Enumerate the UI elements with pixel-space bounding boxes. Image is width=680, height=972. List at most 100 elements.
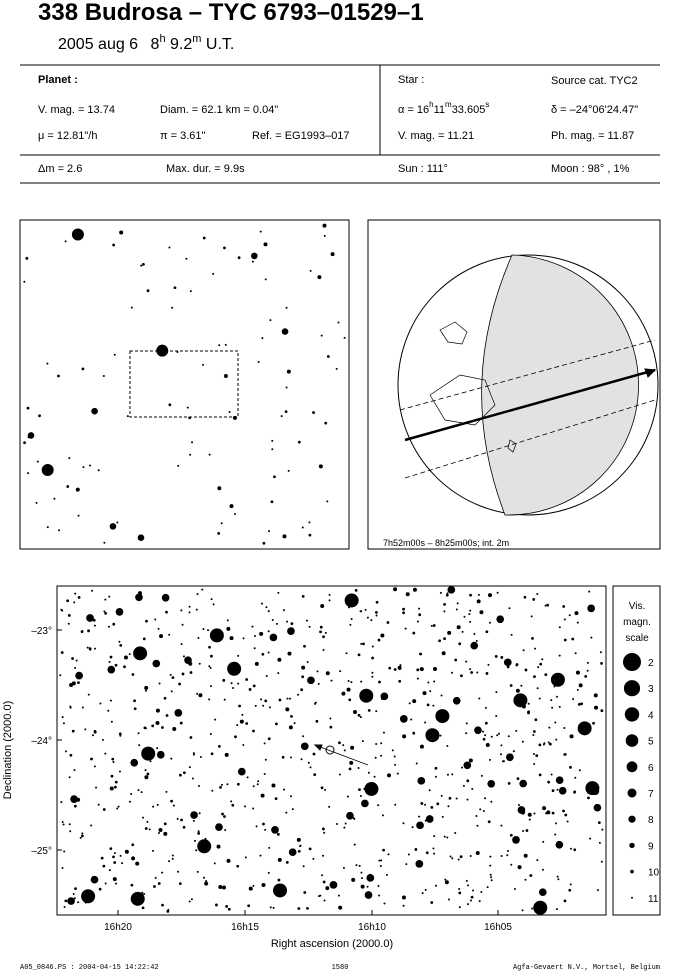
star	[144, 689, 147, 692]
star	[104, 752, 107, 755]
star	[428, 789, 431, 792]
star	[326, 500, 329, 503]
star	[515, 688, 520, 693]
star	[411, 826, 414, 829]
star	[67, 614, 71, 617]
star	[98, 887, 102, 891]
star	[440, 794, 443, 797]
star	[439, 591, 442, 594]
star	[131, 673, 135, 676]
star	[301, 675, 305, 679]
star	[313, 773, 317, 777]
star	[328, 593, 331, 596]
star	[84, 728, 87, 731]
star	[123, 655, 128, 660]
star	[599, 651, 602, 654]
star	[156, 750, 165, 759]
star	[163, 696, 167, 700]
star	[264, 699, 268, 703]
star	[223, 246, 226, 250]
star	[347, 679, 350, 682]
star	[267, 737, 271, 741]
star	[301, 526, 304, 529]
star	[534, 647, 537, 650]
star	[64, 899, 68, 903]
star	[228, 410, 231, 413]
star	[192, 753, 195, 756]
legend: 2 3 4 5 6 7 8 9 10 11	[623, 653, 660, 905]
info-lines	[20, 64, 660, 184]
star	[74, 666, 77, 669]
star	[130, 306, 133, 309]
star	[38, 414, 41, 418]
star	[469, 620, 472, 623]
star	[543, 742, 546, 745]
star	[170, 690, 173, 693]
star	[263, 773, 266, 776]
star	[237, 256, 241, 260]
star	[503, 658, 512, 667]
star	[473, 632, 476, 635]
star	[71, 228, 84, 241]
star	[230, 800, 233, 803]
star	[158, 828, 163, 833]
star	[441, 815, 444, 818]
star	[430, 805, 434, 809]
star	[555, 840, 564, 849]
star	[513, 693, 528, 708]
star	[180, 643, 183, 646]
star	[470, 641, 479, 650]
star	[297, 849, 301, 853]
star	[577, 721, 592, 736]
star	[386, 621, 390, 624]
star	[60, 801, 63, 804]
star	[204, 837, 207, 840]
star	[324, 421, 328, 425]
star	[288, 848, 297, 857]
star	[27, 436, 30, 439]
star	[538, 743, 542, 747]
star	[500, 656, 504, 659]
star	[350, 618, 353, 621]
star	[456, 625, 461, 630]
star	[335, 823, 338, 826]
star	[299, 844, 302, 847]
star	[218, 885, 223, 890]
star	[412, 587, 417, 592]
star	[555, 776, 564, 785]
star	[533, 675, 536, 679]
star	[434, 884, 437, 887]
star	[276, 832, 280, 836]
star	[46, 526, 49, 529]
star	[447, 585, 456, 594]
star	[157, 627, 160, 630]
star	[46, 362, 49, 365]
star	[303, 644, 306, 648]
star	[172, 804, 175, 807]
star	[454, 832, 457, 835]
star	[485, 672, 489, 675]
star	[221, 812, 224, 816]
star	[563, 752, 567, 756]
star	[577, 702, 581, 706]
star	[586, 669, 589, 672]
star	[112, 243, 116, 247]
star	[490, 879, 493, 882]
star	[380, 633, 385, 638]
star	[346, 811, 354, 820]
star	[322, 635, 325, 639]
star	[224, 343, 227, 346]
star	[247, 904, 251, 908]
star	[371, 675, 374, 678]
star	[241, 713, 244, 716]
star	[181, 623, 184, 626]
star	[91, 407, 98, 415]
star	[324, 631, 327, 634]
star	[438, 639, 442, 643]
star	[176, 817, 179, 820]
star	[375, 600, 379, 604]
star	[137, 789, 140, 792]
star	[287, 469, 290, 472]
star	[569, 765, 572, 769]
star	[189, 671, 193, 674]
